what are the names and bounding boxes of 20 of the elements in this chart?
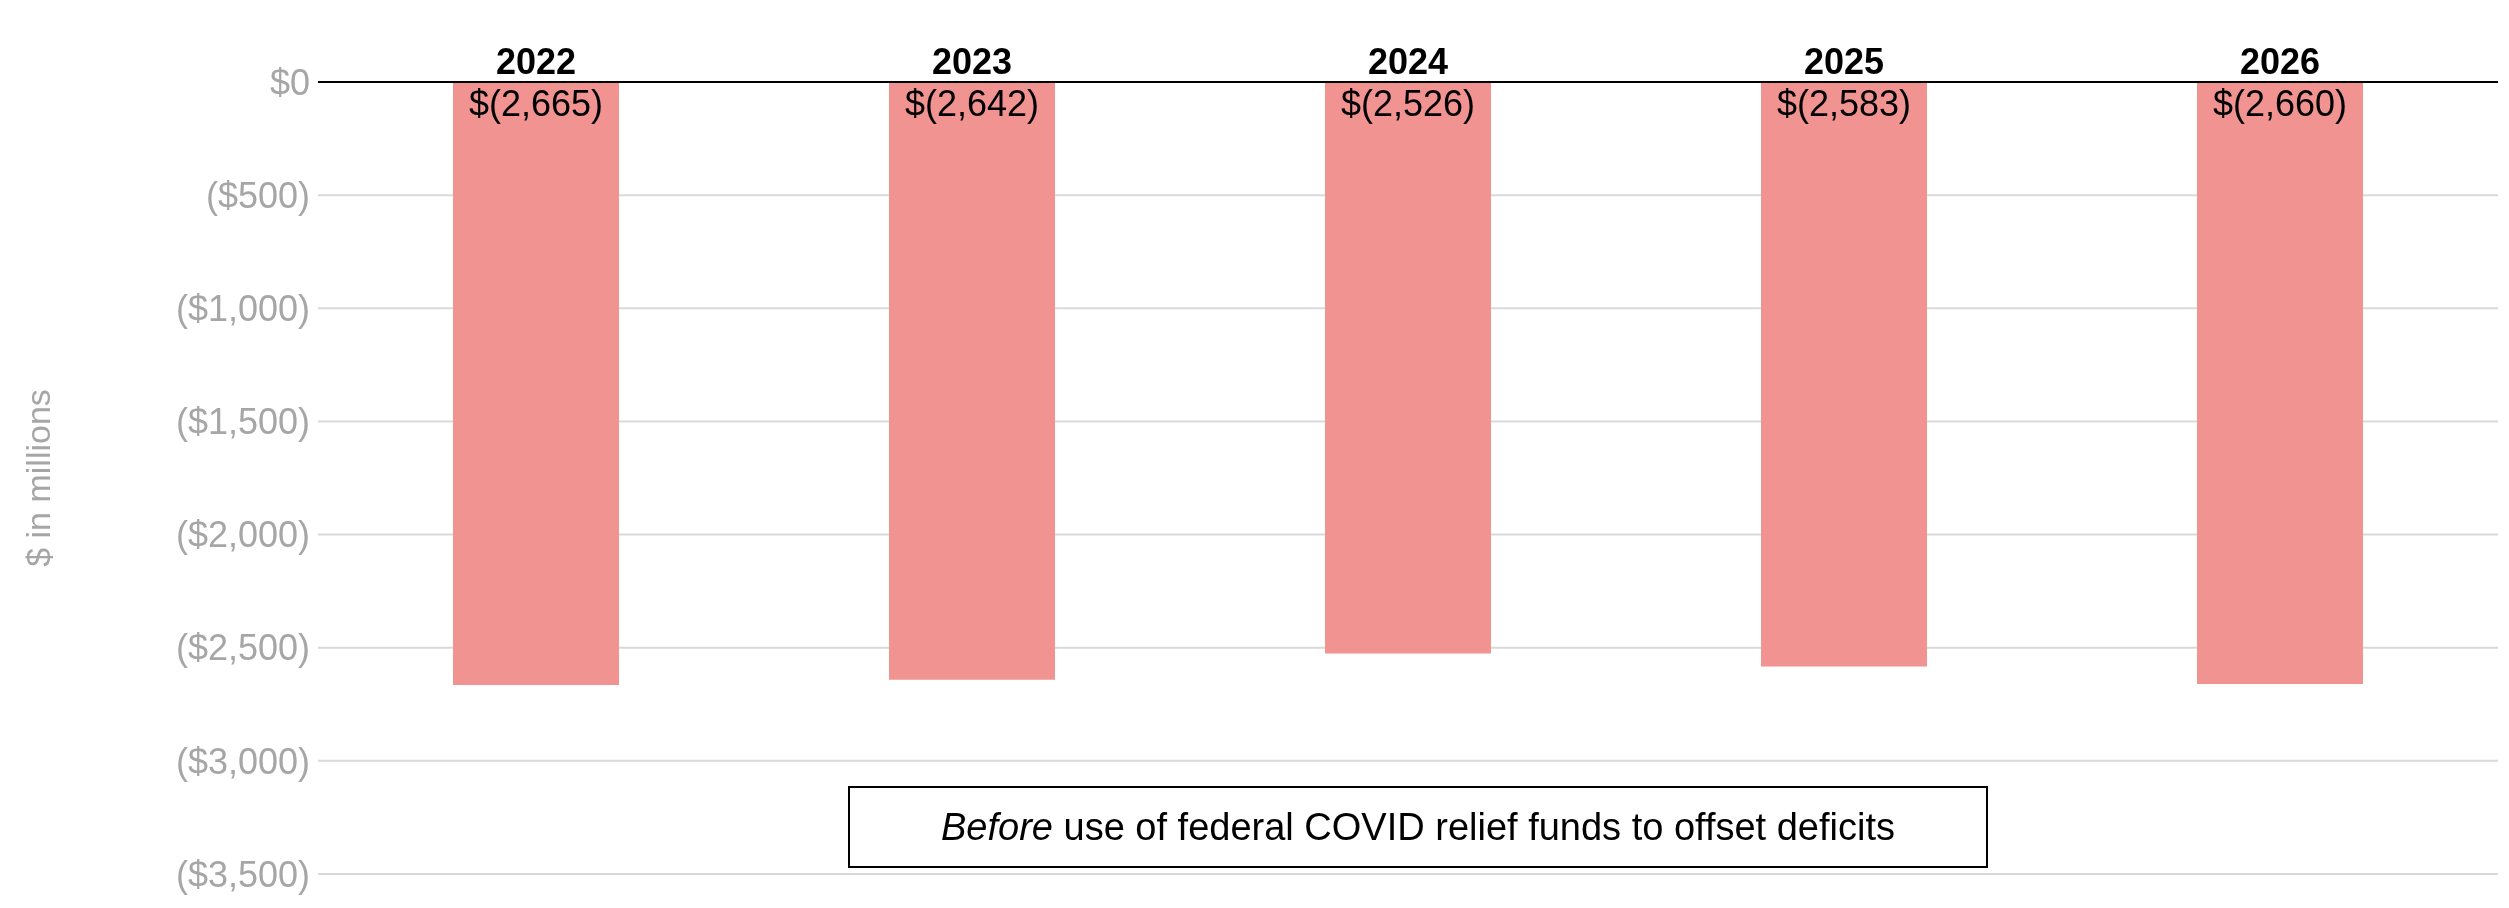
y-tick-label: ($3,500) xyxy=(175,853,310,895)
y-tick-label: ($1,000) xyxy=(175,288,310,330)
y-tick-label: ($1,500) xyxy=(175,401,310,443)
data-label: $(2,583) xyxy=(1776,82,1912,124)
data-label: $(2,526) xyxy=(1340,82,1476,124)
y-axis-title: $ in millions xyxy=(19,389,58,567)
data-label: $(2,665) xyxy=(468,82,604,124)
x-tick-label: 2022 xyxy=(495,41,577,82)
data-label: $(2,642) xyxy=(904,82,1040,124)
y-tick-label: $0 xyxy=(269,61,310,103)
y-tick-label: ($2,000) xyxy=(175,514,310,556)
y-tick-label: ($500) xyxy=(205,174,310,216)
x-tick-label: 2023 xyxy=(931,41,1013,82)
data-label: $(2,660) xyxy=(2212,82,2348,124)
y-tick-label: ($2,500) xyxy=(175,627,310,669)
x-tick-label: 2025 xyxy=(1803,41,1885,82)
y-tick-label: ($3,000) xyxy=(175,740,310,782)
x-tick-label: 2026 xyxy=(2239,41,2321,82)
annotation: Before use of federal COVID relief funds to offset deficits xyxy=(940,805,1896,849)
x-tick-label: 2024 xyxy=(1367,41,1449,82)
